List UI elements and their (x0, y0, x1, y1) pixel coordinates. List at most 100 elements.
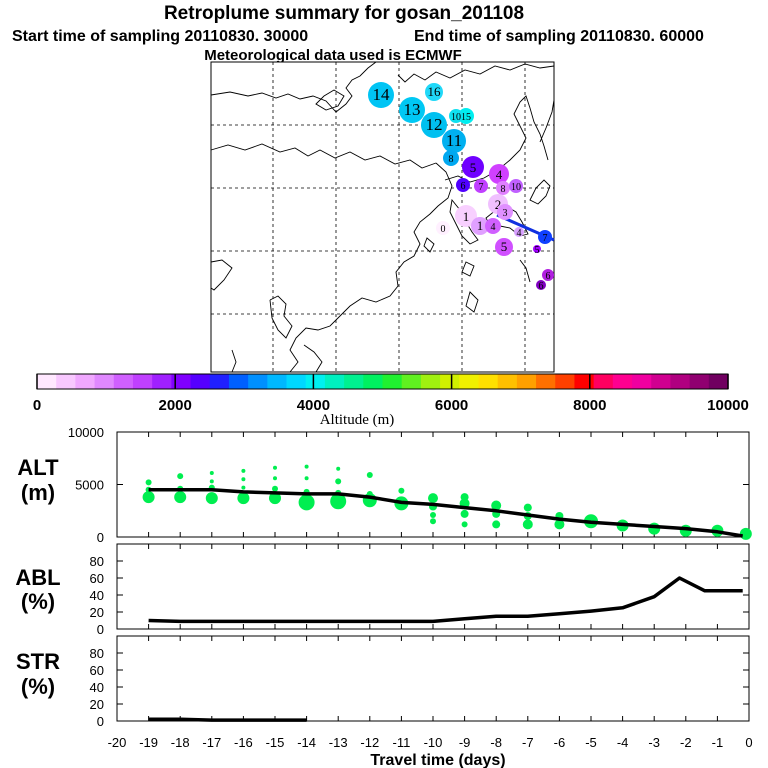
y-tick-label: 60 (90, 571, 104, 586)
plume-point (462, 156, 484, 178)
colorbar-cell (497, 374, 518, 389)
plume-point-label: 5 (470, 160, 477, 175)
plume-point-label: 13 (404, 100, 421, 119)
str-panel: STR (%) 0 20 40 60 80 (16, 635, 750, 729)
x-tick-label: -15 (266, 735, 285, 750)
colorbar-cell (670, 374, 691, 389)
data-point (335, 478, 342, 485)
plume-point (542, 269, 554, 281)
colorbar-label: Altitude (m) (320, 412, 395, 428)
data-point (522, 519, 533, 530)
plume-point (456, 178, 470, 192)
plume-point-label: 12 (426, 115, 443, 134)
x-tick-label: -9 (459, 735, 471, 750)
colorbar-cell (267, 374, 288, 389)
colorbar-tick-label: 0 (33, 397, 41, 414)
data-point (461, 521, 468, 528)
plume-point (421, 112, 447, 138)
colorbar-cell (248, 374, 268, 389)
y-tick-label: 20 (90, 697, 104, 712)
abl-y-ticks: 0 20 40 60 80 (90, 554, 749, 637)
abl-panel-label: ABL (15, 565, 60, 590)
colorbar-cell (555, 374, 576, 389)
x-tick-label: -4 (617, 735, 629, 750)
meteorological-data-note: Meteorological data used is ECMWF (204, 47, 462, 64)
plume-point (443, 150, 459, 166)
y-tick-label: 60 (90, 663, 104, 678)
data-point (269, 492, 281, 505)
x-tick-label: -2 (680, 735, 692, 750)
data-point (460, 509, 469, 518)
data-point (460, 493, 469, 502)
str-y-ticks: 0 20 40 60 80 (90, 646, 749, 729)
plume-point-label: 6 (546, 271, 551, 282)
plume-point (536, 280, 546, 290)
data-point (177, 473, 184, 480)
colorbar-cell (152, 374, 172, 389)
data-point (174, 491, 187, 504)
colorbar-cell (420, 374, 441, 389)
colorbar: 0 2000 4000 6000 8000 10000 Altitude (m) (33, 373, 749, 428)
plume-point (533, 245, 541, 253)
series-line (148, 576, 743, 624)
str-panel-label: STR (16, 649, 60, 674)
y-tick-label: 80 (90, 554, 104, 569)
y-tick-label: 5000 (75, 478, 104, 493)
colorbar-cell (94, 374, 115, 389)
colorbar-cell (363, 374, 384, 389)
plume-point-label: 6 (539, 281, 544, 292)
plume-point (538, 230, 552, 244)
plume-point-label: 0 (441, 224, 446, 235)
plume-point-label: 4 (491, 222, 496, 233)
plume-point (458, 108, 474, 124)
colorbar-cell (56, 374, 76, 389)
colorbar-cells (37, 374, 729, 389)
data-point (430, 511, 436, 518)
data-point (304, 476, 309, 481)
colorbar-cell (593, 374, 614, 389)
colorbar-cell (632, 374, 652, 389)
data-point (273, 465, 277, 470)
plume-point-label: 10 (451, 112, 461, 123)
data-point (145, 479, 152, 486)
plume-point-label: 15 (461, 112, 471, 123)
y-tick-label: 40 (90, 680, 104, 695)
abl-panel-frame (116, 543, 750, 630)
colorbar-cell (459, 374, 480, 389)
colorbar-cell (344, 374, 364, 389)
x-tick-label: -3 (648, 735, 660, 750)
plume-point (474, 179, 488, 193)
plume-point-label: 8 (449, 154, 454, 165)
data-point (142, 491, 155, 504)
figure-title: Retroplume summary for gosan_201108 (164, 3, 524, 24)
plume-point-label: 14 (373, 85, 391, 104)
colorbar-cell (689, 374, 710, 389)
plume-point-label: 7 (479, 182, 484, 193)
x-tick-label: -12 (360, 735, 379, 750)
str-panel-frame (116, 635, 750, 722)
alt-panel-unit: (m) (21, 480, 55, 505)
data-point (492, 520, 501, 529)
plume-point-label: 3 (503, 208, 508, 219)
map-coastlines (210, 61, 555, 373)
series-line (148, 717, 307, 722)
plume-point (436, 221, 450, 235)
alt-panel: ALT (m) 0 5000 10000 (17, 425, 752, 545)
data-point (209, 479, 214, 484)
plume-point-label: 8 (501, 184, 506, 195)
str-marks (116, 636, 750, 722)
data-point (739, 527, 752, 540)
data-point (336, 466, 341, 471)
colorbar-cell (651, 374, 672, 389)
x-tick-label: 0 (745, 735, 752, 750)
y-tick-label: 20 (90, 605, 104, 620)
colorbar-cell (324, 374, 345, 389)
x-tick-label: -14 (297, 735, 316, 750)
plume-point (425, 83, 443, 101)
plume-point-label: 5 (501, 239, 508, 254)
colorbar-cell (286, 374, 307, 389)
data-point (428, 493, 438, 504)
plume-point (496, 181, 510, 195)
x-tick-label: -17 (202, 735, 221, 750)
